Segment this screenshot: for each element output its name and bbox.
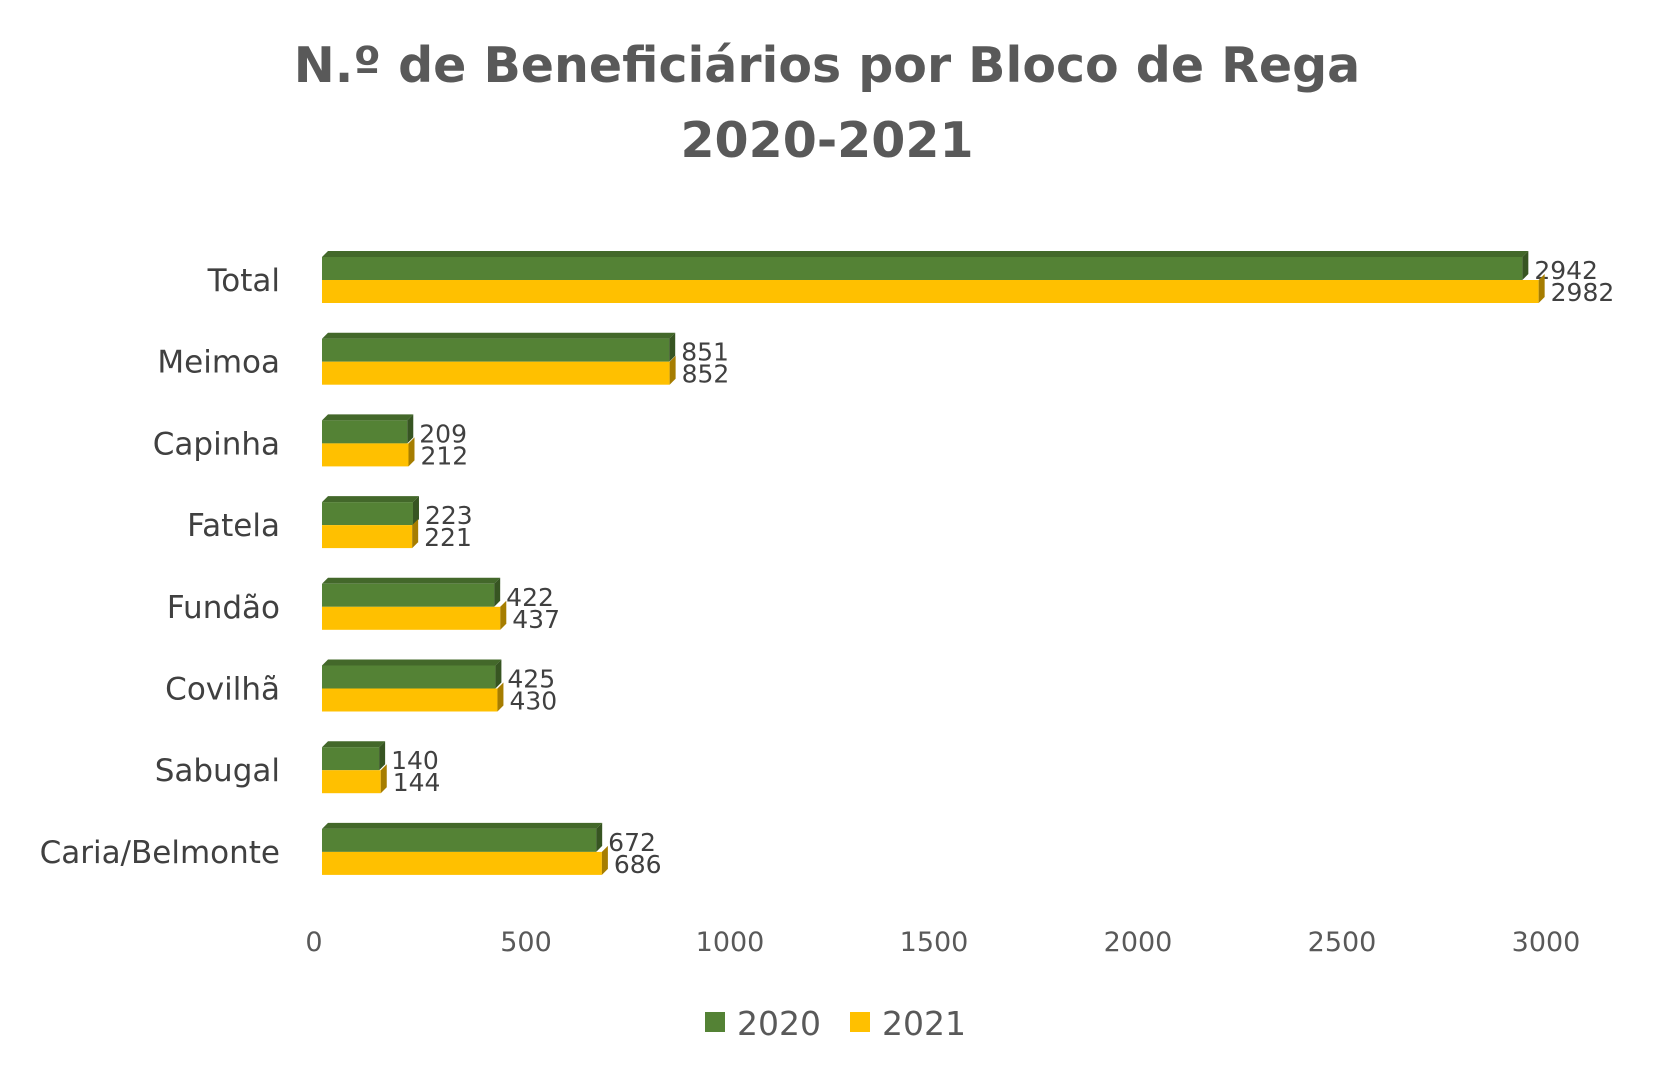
data-label: 2982 bbox=[1551, 278, 1615, 307]
legend-swatch-2021 bbox=[850, 1012, 870, 1032]
data-label: 2942 bbox=[1534, 256, 1598, 285]
category-label: Covilhã bbox=[165, 672, 280, 708]
x-tick-label: 1500 bbox=[900, 927, 969, 958]
bar-2020 bbox=[322, 747, 380, 771]
bar-2021 bbox=[322, 851, 602, 875]
chart-title-line-2: 2020-2021 bbox=[680, 112, 973, 169]
category-label: Fatela bbox=[187, 508, 280, 544]
legend-label: 2020 bbox=[737, 1004, 821, 1043]
bar-side-face bbox=[380, 764, 387, 794]
x-tick-label: 500 bbox=[500, 927, 552, 958]
bar-side-face bbox=[1538, 274, 1545, 303]
category-label: Total bbox=[207, 263, 280, 299]
bar-2021 bbox=[322, 606, 501, 630]
bar-2021 bbox=[322, 361, 670, 385]
bar-side-face bbox=[495, 659, 502, 689]
data-label: 425 bbox=[507, 665, 555, 694]
bar-side-face bbox=[497, 682, 504, 712]
bar-top-face bbox=[322, 822, 603, 829]
bar-side-face bbox=[412, 519, 419, 549]
bar-side-face bbox=[500, 600, 507, 630]
data-label: 221 bbox=[424, 523, 472, 552]
bar-top-face bbox=[322, 741, 386, 748]
bar-side-face bbox=[669, 355, 676, 385]
bar-2020 bbox=[322, 257, 1523, 280]
x-tick-label: 0 bbox=[305, 927, 322, 958]
bar-2021 bbox=[322, 525, 413, 549]
chart-title-line-1: N.º de Beneficiários por Bloco de Rega bbox=[294, 37, 1360, 94]
bar-top-face bbox=[322, 577, 501, 584]
bar-2021 bbox=[322, 280, 1539, 303]
bar-top-face bbox=[322, 496, 419, 503]
category-label: Caria/Belmonte bbox=[40, 835, 280, 871]
bar-2021 bbox=[322, 688, 498, 712]
bar-top-face bbox=[322, 332, 676, 339]
x-tick-label: 3000 bbox=[1512, 927, 1581, 958]
data-label: 209 bbox=[419, 419, 467, 448]
data-label: 140 bbox=[391, 746, 439, 775]
bar-side-face bbox=[596, 822, 603, 852]
data-label: 212 bbox=[420, 441, 468, 470]
bar-side-face bbox=[494, 577, 501, 607]
bar-2020 bbox=[322, 828, 597, 852]
data-label: 422 bbox=[506, 583, 554, 612]
category-label: Meimoa bbox=[157, 345, 280, 381]
bar-2021 bbox=[322, 770, 381, 794]
bar-side-face bbox=[412, 496, 419, 526]
bar-2021 bbox=[322, 443, 409, 467]
legend-label: 2021 bbox=[882, 1004, 966, 1043]
category-label: Capinha bbox=[153, 426, 280, 462]
data-label: 686 bbox=[614, 850, 662, 879]
bar-top-face bbox=[322, 251, 1529, 257]
category-label: Sabugal bbox=[155, 753, 280, 789]
bar-2020 bbox=[322, 502, 413, 526]
bar-top-face bbox=[322, 659, 502, 666]
x-tick-label: 1000 bbox=[696, 927, 765, 958]
data-label: 672 bbox=[608, 828, 656, 857]
bar-2020 bbox=[322, 665, 496, 689]
bar-2020 bbox=[322, 338, 670, 362]
bar-side-face bbox=[601, 845, 608, 875]
bar-2020 bbox=[322, 420, 408, 444]
category-label: Fundão bbox=[167, 590, 280, 626]
data-label: 144 bbox=[393, 768, 441, 797]
legend-swatch-2020 bbox=[705, 1012, 725, 1032]
data-label: 223 bbox=[425, 501, 473, 530]
bar-side-face bbox=[1522, 251, 1529, 280]
data-label: 437 bbox=[512, 605, 560, 634]
x-tick-label: 2500 bbox=[1308, 927, 1377, 958]
data-label: 430 bbox=[509, 687, 557, 716]
bar-2020 bbox=[322, 583, 495, 607]
bar-side-face bbox=[408, 437, 415, 467]
bar-side-face bbox=[379, 741, 386, 771]
bar-side-face bbox=[669, 332, 676, 362]
data-label: 851 bbox=[681, 338, 729, 367]
bar-top-face bbox=[322, 414, 414, 421]
x-tick-label: 2000 bbox=[1104, 927, 1173, 958]
bar-side-face bbox=[407, 414, 414, 444]
data-label: 852 bbox=[682, 360, 730, 389]
